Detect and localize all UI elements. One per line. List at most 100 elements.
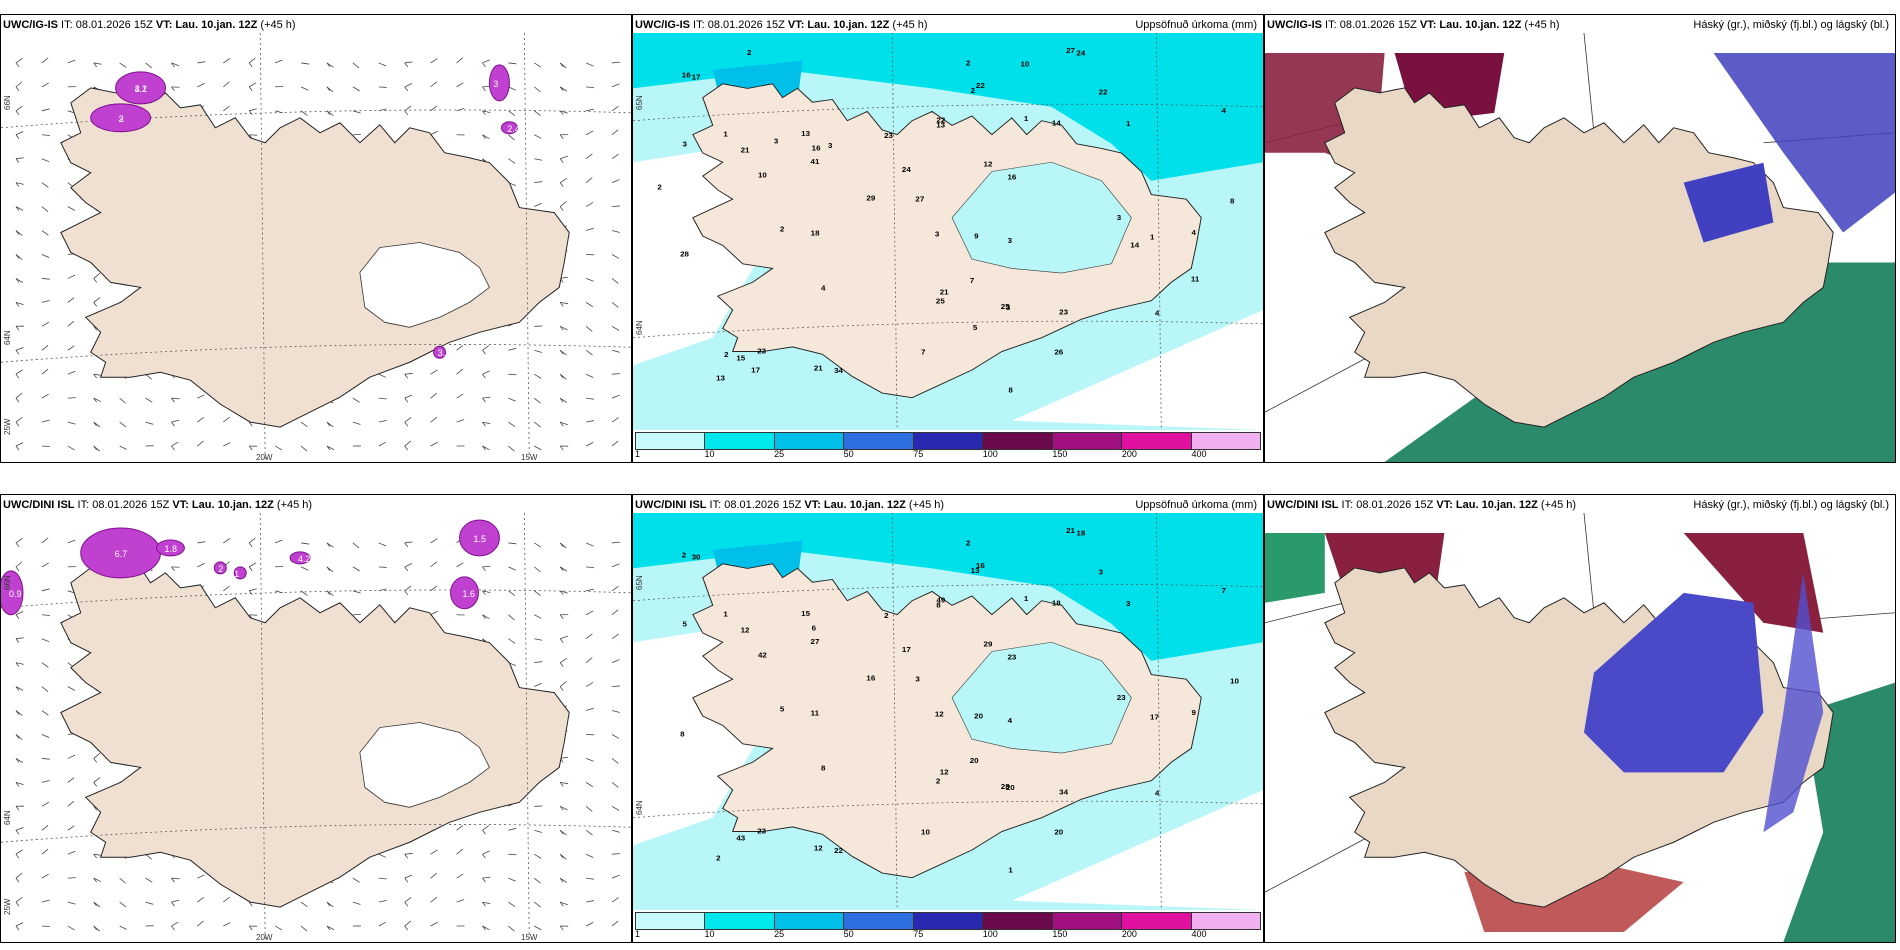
map-area <box>1265 33 1895 462</box>
low-cloud <box>1265 532 1325 603</box>
precip-value: 3 <box>1099 568 1103 577</box>
precip-value: 2 <box>682 551 686 560</box>
precip-value: 3 <box>1006 303 1010 312</box>
precip-value: 2 <box>936 777 940 786</box>
map-panel-cloud: UWC/DINI ISL IT: 08.01.2026 15Z VT: Lau.… <box>1264 494 1896 943</box>
lead-time: (+45 h) <box>260 19 296 31</box>
high-cloud <box>1683 532 1824 633</box>
map-area <box>1265 513 1895 942</box>
legend-tick: 25 <box>774 449 785 459</box>
precip-value: 1 <box>723 130 728 139</box>
precip-value: 17 <box>751 366 760 375</box>
iceland-landmass <box>692 83 1202 399</box>
precip-value: 27 <box>915 195 924 204</box>
legend-tick: 400 <box>1191 929 1207 939</box>
map-panel-precip: UWC/DINI ISL IT: 08.01.2026 15Z VT: Lau.… <box>632 494 1264 943</box>
precip-value: 14 <box>1052 119 1062 128</box>
legend-tick: 25 <box>774 929 785 939</box>
panel-header: UWC/IG-IS IT: 08.01.2026 15Z VT: Lau. 10… <box>3 17 627 33</box>
legend-tick: 50 <box>843 449 854 459</box>
legend-tick: 10 <box>704 929 715 939</box>
precip-over-land <box>951 161 1132 274</box>
precip-value: 6 <box>812 624 816 633</box>
precip-value: 15 <box>801 609 811 618</box>
lat-label: 64N <box>3 810 12 825</box>
precip-value: 1 <box>723 610 728 619</box>
map-panel-wind: UWC/DINI ISL IT: 08.01.2026 15Z VT: Lau.… <box>0 494 632 943</box>
precip-value: 29 <box>866 194 875 203</box>
precip-value: 16 <box>866 674 875 683</box>
precip-value: 24 <box>902 166 912 175</box>
field-title: Uppsöfnuð úrkoma (mm) <box>1135 499 1257 511</box>
precip-value: 22 <box>1099 88 1108 97</box>
precip-value: 5 <box>683 620 688 629</box>
init-time: IT: 08.01.2026 15Z <box>74 499 170 511</box>
precip-value: 16 <box>1007 173 1016 182</box>
precip-patch <box>1 570 24 616</box>
legend-tick: 200 <box>1121 929 1137 939</box>
map-area: 20 15 18 21 34 23 28 42 20 10 10 20 16 8 12 22 20 23 27 49 2… <box>633 513 1263 910</box>
precip-value: 4 <box>1008 716 1013 725</box>
precip-value: 4 <box>1222 107 1227 116</box>
legend-swatch <box>844 913 914 929</box>
precip-value: 3 <box>1126 599 1130 608</box>
precip-value: 3 <box>774 137 778 146</box>
panel-header: UWC/DINI ISL IT: 08.01.2026 15Z VT: Lau.… <box>3 497 627 513</box>
wind-value: 6.7 <box>115 549 127 559</box>
precip-value: 5 <box>973 323 978 332</box>
lead-time: (+45 h) <box>276 499 313 511</box>
valid-time: Lau. 10.jan. 12Z <box>1455 499 1538 511</box>
init-time: IT: 08.01.2026 15Z <box>1338 499 1434 511</box>
precip-value: 2 <box>747 48 751 57</box>
map-panel-cloud: UWC/IG-IS IT: 08.01.2026 15Z VT: Lau. 10… <box>1264 14 1896 463</box>
init-time: IT: 08.01.2026 15Z <box>690 19 785 31</box>
valid-time: Lau. 10.jan. 12Z <box>823 499 906 511</box>
iceland-landmass <box>60 87 570 428</box>
precip-value: 13 <box>936 121 945 130</box>
precip-value: 10 <box>758 171 767 180</box>
precip-value: 23 <box>1007 653 1016 662</box>
legend-tick: 100 <box>982 449 998 459</box>
wind-value: 3 <box>119 114 124 124</box>
precip-value: 12 <box>741 626 750 635</box>
field-title: Háský (gr.), miðský (fj.bl.) og lágský (… <box>1693 499 1889 511</box>
lon-label: 15W <box>521 453 538 462</box>
precip-value: 7 <box>970 276 974 285</box>
wind-value: 2.4 <box>507 124 519 134</box>
map-area: 6.70.91.51.61.84.2321 <box>1 513 631 942</box>
precip-value: 1 <box>1024 114 1029 123</box>
legend-tick: 10 <box>704 449 715 459</box>
precip-value: 2 <box>966 539 970 548</box>
precip-value: 34 <box>834 366 844 375</box>
precip-value: 22 <box>976 81 985 90</box>
no-precip <box>1011 309 1263 430</box>
precip-value: 3 <box>683 140 687 149</box>
lat-label: 65N <box>635 95 644 110</box>
precip-value: 4 <box>821 284 826 293</box>
legend-swatch <box>636 433 706 449</box>
precip-value: 28 <box>680 250 690 259</box>
iceland-landmass <box>60 567 570 908</box>
precip-value: 18 <box>1076 529 1086 538</box>
precip-value: 4 <box>1191 228 1196 237</box>
precip-value: 2 <box>716 854 720 863</box>
precip-value: 7 <box>921 348 925 357</box>
precip-patch <box>156 539 185 557</box>
precip-value: 13 <box>801 129 810 138</box>
precip-patch <box>500 121 518 135</box>
precip-value: 24 <box>1076 49 1086 58</box>
legend-tick: 100 <box>982 929 998 939</box>
precip-value: 18 <box>1052 599 1062 608</box>
precip-value: 23 <box>757 827 766 836</box>
precip-value: 16 <box>976 561 985 570</box>
precip-value: 15 <box>736 354 746 363</box>
legend-swatch <box>1052 913 1123 929</box>
precip-value: 2 <box>966 59 970 68</box>
precip-value: 4 <box>1155 789 1160 798</box>
precip-value: 10 <box>1020 60 1029 69</box>
lat-label: 65N <box>635 575 644 590</box>
precip-value: 30 <box>692 553 701 562</box>
precip-value: 8 <box>936 601 941 610</box>
legend-tick: 75 <box>913 449 924 459</box>
